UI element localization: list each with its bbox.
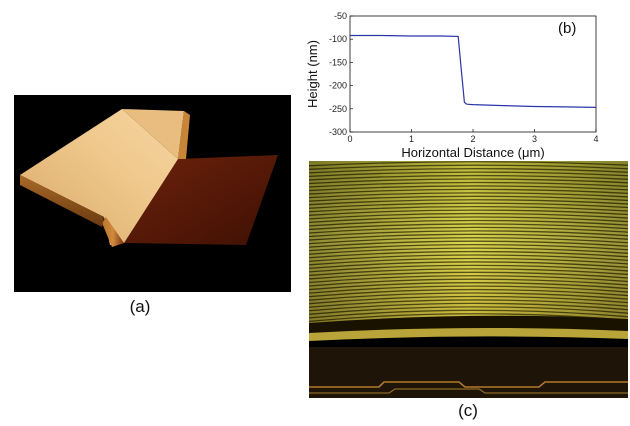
front-face — [20, 175, 104, 227]
lower-trace-1 — [309, 381, 628, 388]
y-axis-ticks: -50 -100 -150 -200 -250 -300 — [329, 11, 353, 137]
height-profile-chart: -50 -100 -150 -200 -250 -300 0 1 2 3 4 (b) Horizo… — [305, 11, 599, 160]
x-tick-label: 4 — [593, 134, 598, 144]
lower-trace-2 — [309, 388, 628, 394]
y-axis-label: Height (nm) — [305, 40, 320, 108]
afm-3d-image — [14, 95, 291, 292]
upper-terrace — [20, 109, 178, 245]
vignette — [309, 161, 628, 326]
x-tick-label: 1 — [409, 134, 414, 144]
x-tick-label: 2 — [470, 134, 475, 144]
panel-b-tag: (b) — [558, 20, 576, 37]
step-wall — [102, 217, 124, 247]
caption-a: (a) — [129, 297, 151, 316]
y-tick-label: -200 — [329, 81, 347, 91]
x-tick-label: 3 — [532, 134, 537, 144]
caption-c: (c) — [458, 401, 478, 420]
x-tick-label: 0 — [347, 134, 352, 144]
optical-fringe-image — [308, 161, 629, 398]
y-tick-label: -50 — [334, 11, 347, 21]
x-axis-label: Horizontal Distance (μm) — [401, 145, 544, 160]
fringe-render — [308, 161, 629, 398]
y-tick-label: -150 — [329, 57, 347, 67]
lower-terrace — [124, 155, 278, 245]
y-tick-label: -250 — [329, 104, 347, 114]
step-edge — [178, 111, 190, 159]
bright-band — [309, 327, 628, 341]
y-tick-label: -100 — [329, 34, 347, 44]
afm-step-render — [20, 109, 278, 247]
y-tick-label: -300 — [329, 127, 347, 137]
x-axis-ticks: 0 1 2 3 4 — [347, 129, 599, 144]
series-line — [350, 34, 597, 108]
terrace-top-edge — [122, 109, 184, 159]
substrate-region — [309, 347, 628, 398]
